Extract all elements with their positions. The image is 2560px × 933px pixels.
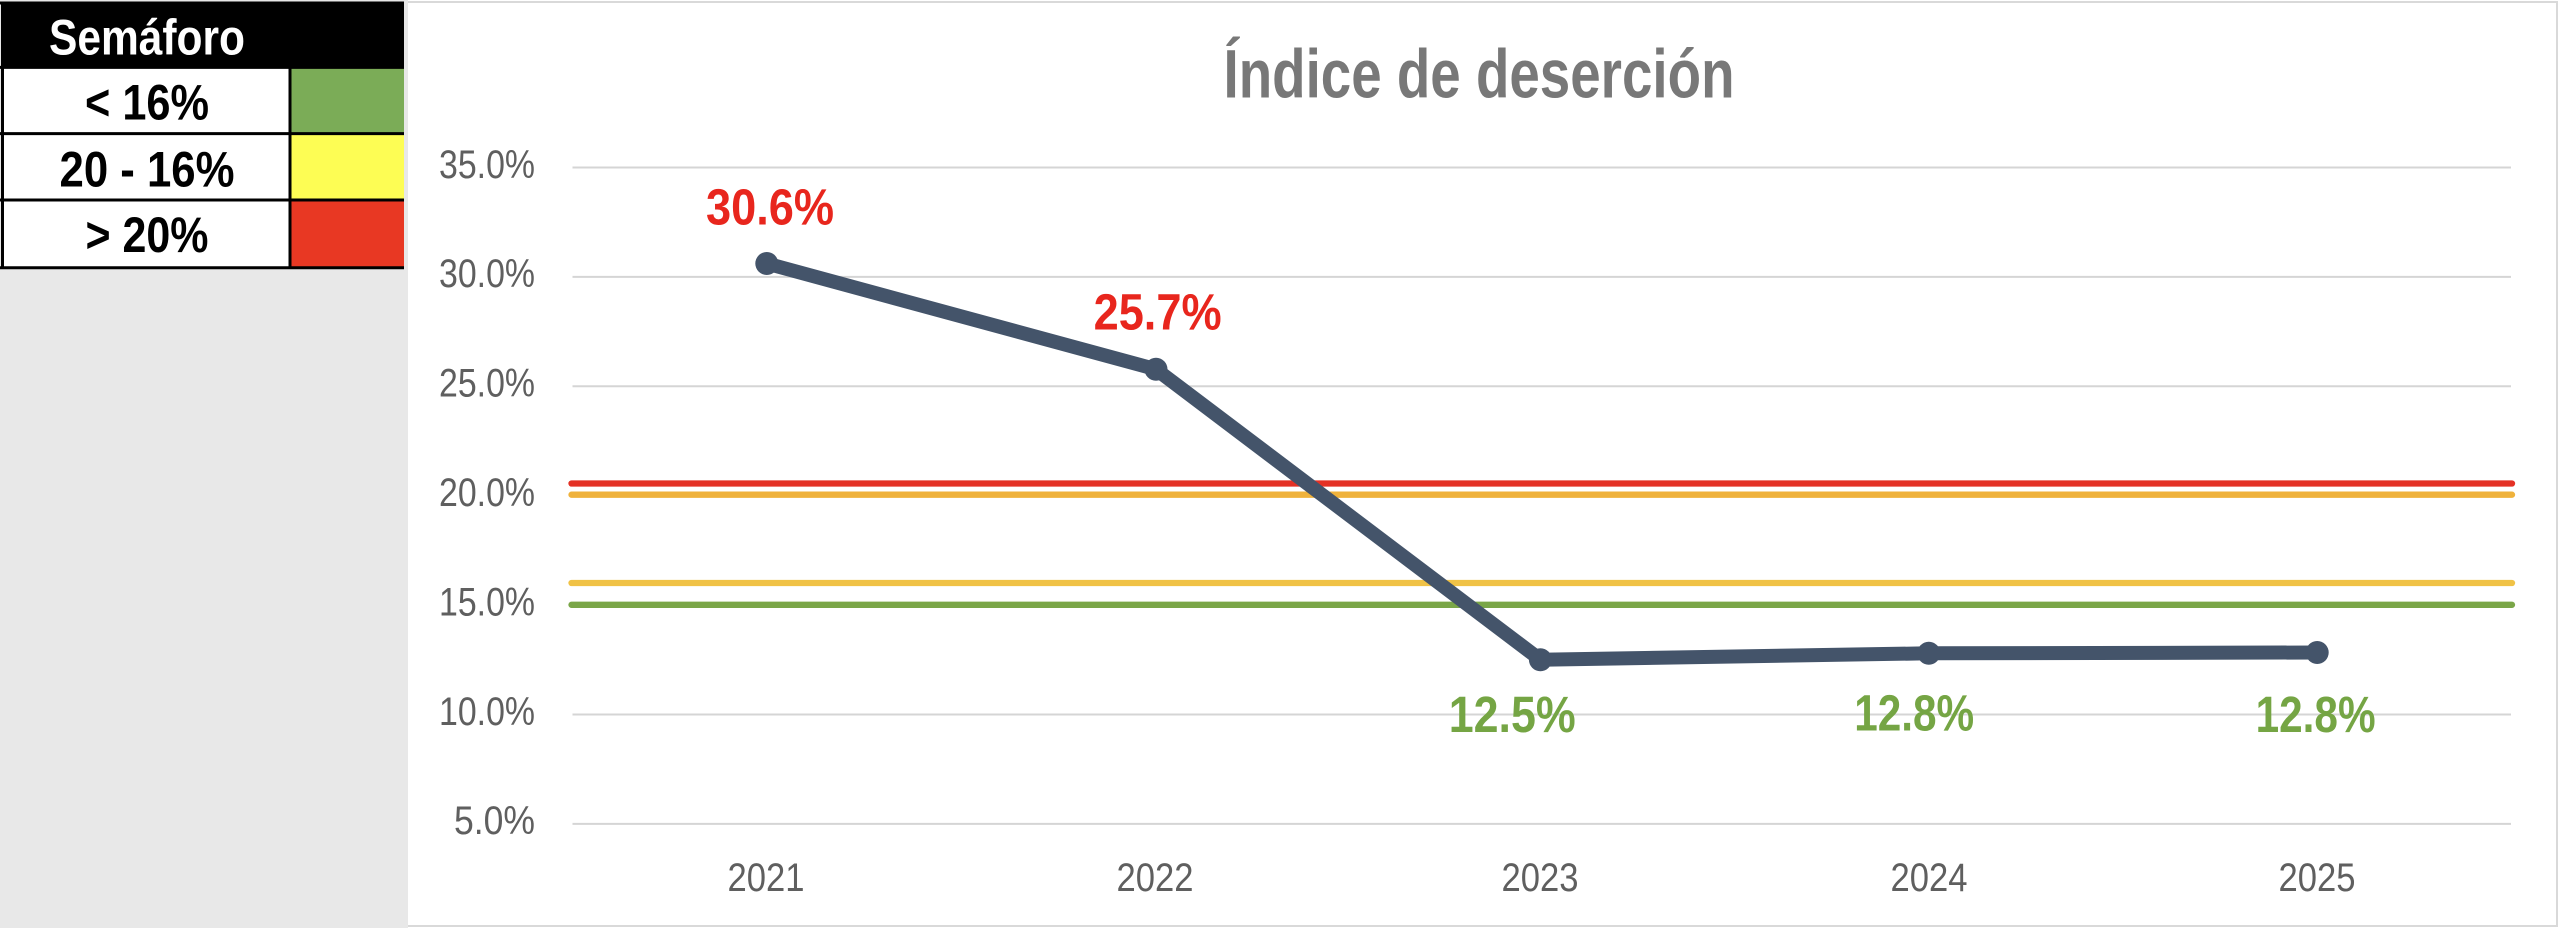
svg-text:Índice de deserción: Índice de deserción bbox=[1224, 36, 1735, 113]
svg-text:30.6%: 30.6% bbox=[706, 178, 834, 235]
svg-text:15.0%: 15.0% bbox=[439, 580, 535, 624]
svg-text:2025: 2025 bbox=[2279, 856, 2356, 900]
svg-text:2021: 2021 bbox=[728, 856, 805, 900]
svg-text:12.8%: 12.8% bbox=[2256, 686, 2376, 743]
svg-text:2024: 2024 bbox=[1891, 856, 1968, 900]
svg-text:12.8%: 12.8% bbox=[1854, 685, 1974, 742]
svg-text:20.0%: 20.0% bbox=[439, 471, 535, 515]
svg-text:2022: 2022 bbox=[1117, 856, 1194, 900]
svg-text:2023: 2023 bbox=[1502, 856, 1579, 900]
svg-text:< 16%: < 16% bbox=[85, 75, 209, 131]
svg-text:12.5%: 12.5% bbox=[1449, 686, 1576, 743]
svg-text:5.0%: 5.0% bbox=[454, 799, 535, 843]
svg-text:35.0%: 35.0% bbox=[439, 143, 535, 187]
svg-text:10.0%: 10.0% bbox=[439, 690, 535, 734]
svg-text:25.0%: 25.0% bbox=[439, 362, 535, 406]
svg-text:25.7%: 25.7% bbox=[1094, 284, 1222, 341]
svg-text:Semáforo: Semáforo bbox=[49, 10, 245, 66]
svg-text:30.0%: 30.0% bbox=[439, 252, 535, 296]
svg-text:> 20%: > 20% bbox=[86, 207, 209, 263]
svg-text:20 - 16%: 20 - 16% bbox=[60, 142, 235, 198]
